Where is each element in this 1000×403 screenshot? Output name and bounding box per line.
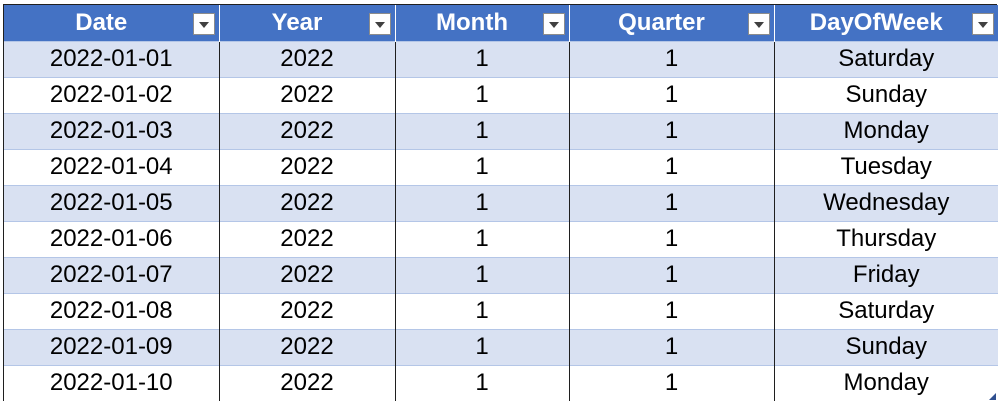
cell-dayofweek[interactable]: Sunday — [773, 76, 998, 113]
filter-button-year[interactable] — [368, 12, 391, 35]
cell-date[interactable]: 2022-01-07 — [4, 256, 219, 293]
cell-year[interactable]: 2022 — [218, 220, 395, 257]
cell-month[interactable]: 1 — [394, 148, 569, 185]
cell-month[interactable]: 1 — [394, 256, 569, 293]
column-header-label: Year — [271, 8, 323, 36]
data-table: Date Year Month Quarter DayOfWeek — [3, 4, 998, 401]
cell-quarter[interactable]: 1 — [568, 76, 774, 113]
cell-quarter[interactable]: 1 — [568, 364, 774, 401]
cell-quarter[interactable]: 1 — [568, 256, 774, 293]
cell-date[interactable]: 2022-01-10 — [4, 364, 219, 401]
cell-quarter[interactable]: 1 — [568, 220, 774, 257]
cell-quarter[interactable]: 1 — [568, 328, 774, 365]
cell-year[interactable]: 2022 — [218, 76, 395, 113]
column-header-year[interactable]: Year — [218, 5, 395, 41]
table-row: 2022-01-08 2022 1 1 Saturday — [4, 292, 998, 329]
cell-dayofweek[interactable]: Monday — [773, 364, 998, 401]
cell-quarter[interactable]: 1 — [568, 112, 774, 149]
cell-month[interactable]: 1 — [394, 328, 569, 365]
cell-dayofweek[interactable]: Saturday — [773, 40, 998, 77]
cell-year[interactable]: 2022 — [218, 328, 395, 365]
cell-month[interactable]: 1 — [394, 76, 569, 113]
cell-month[interactable]: 1 — [394, 184, 569, 221]
cell-year[interactable]: 2022 — [218, 364, 395, 401]
cell-year[interactable]: 2022 — [218, 184, 395, 221]
cell-month[interactable]: 1 — [394, 220, 569, 257]
chevron-down-icon — [978, 21, 988, 28]
chevron-down-icon — [753, 21, 764, 28]
column-header-label: Month — [436, 8, 508, 36]
table-row: 2022-01-07 2022 1 1 Friday — [4, 256, 998, 293]
column-header-month[interactable]: Month — [394, 5, 569, 41]
cell-quarter[interactable]: 1 — [568, 184, 774, 221]
cell-dayofweek[interactable]: Wednesday — [773, 184, 998, 221]
column-header-dayofweek[interactable]: DayOfWeek — [773, 5, 998, 41]
table-row: 2022-01-01 2022 1 1 Saturday — [4, 40, 998, 77]
cell-dayofweek[interactable]: Saturday — [773, 292, 998, 329]
cell-year[interactable]: 2022 — [218, 256, 395, 293]
cell-year[interactable]: 2022 — [218, 112, 395, 149]
table-grid: Date Year Month Quarter DayOfWeek — [4, 5, 998, 401]
cell-date[interactable]: 2022-01-03 — [4, 112, 219, 149]
table-row: 2022-01-02 2022 1 1 Sunday — [4, 76, 998, 113]
column-header-label: Date — [75, 8, 128, 36]
cell-date[interactable]: 2022-01-06 — [4, 220, 219, 257]
cell-quarter[interactable]: 1 — [568, 292, 774, 329]
cell-year[interactable]: 2022 — [218, 148, 395, 185]
chevron-down-icon — [374, 21, 385, 28]
column-header-label: DayOfWeek — [809, 8, 943, 36]
filter-button-month[interactable] — [542, 12, 565, 35]
chevron-down-icon — [198, 21, 209, 28]
cell-quarter[interactable]: 1 — [568, 40, 774, 77]
column-header-date[interactable]: Date — [4, 5, 219, 41]
filter-button-quarter[interactable] — [747, 12, 770, 35]
chevron-down-icon — [548, 21, 559, 28]
cell-date[interactable]: 2022-01-04 — [4, 148, 219, 185]
cell-month[interactable]: 1 — [394, 112, 569, 149]
cell-date[interactable]: 2022-01-05 — [4, 184, 219, 221]
cell-month[interactable]: 1 — [394, 364, 569, 401]
header-row: Date Year Month Quarter DayOfWeek — [4, 5, 998, 41]
cell-dayofweek[interactable]: Monday — [773, 112, 998, 149]
table-row: 2022-01-03 2022 1 1 Monday — [4, 112, 998, 149]
cell-year[interactable]: 2022 — [218, 40, 395, 77]
table-row: 2022-01-05 2022 1 1 Wednesday — [4, 184, 998, 221]
cell-dayofweek[interactable]: Tuesday — [773, 148, 998, 185]
filter-button-date[interactable] — [192, 12, 215, 35]
table-row: 2022-01-09 2022 1 1 Sunday — [4, 328, 998, 365]
cell-date[interactable]: 2022-01-01 — [4, 40, 219, 77]
table-row: 2022-01-10 2022 1 1 Monday — [4, 364, 998, 401]
cell-quarter[interactable]: 1 — [568, 148, 774, 185]
table-row: 2022-01-04 2022 1 1 Tuesday — [4, 148, 998, 185]
cell-dayofweek[interactable]: Thursday — [773, 220, 998, 257]
cell-month[interactable]: 1 — [394, 292, 569, 329]
cell-month[interactable]: 1 — [394, 40, 569, 77]
cell-year[interactable]: 2022 — [218, 292, 395, 329]
cell-date[interactable]: 2022-01-08 — [4, 292, 219, 329]
column-header-quarter[interactable]: Quarter — [568, 5, 774, 41]
cell-date[interactable]: 2022-01-09 — [4, 328, 219, 365]
cell-dayofweek[interactable]: Friday — [773, 256, 998, 293]
table-row: 2022-01-06 2022 1 1 Thursday — [4, 220, 998, 257]
cell-dayofweek[interactable]: Sunday — [773, 328, 998, 365]
cell-date[interactable]: 2022-01-02 — [4, 76, 219, 113]
column-header-label: Quarter — [618, 8, 705, 36]
filter-button-dayofweek[interactable] — [972, 12, 994, 35]
resize-handle-icon[interactable] — [989, 393, 996, 400]
